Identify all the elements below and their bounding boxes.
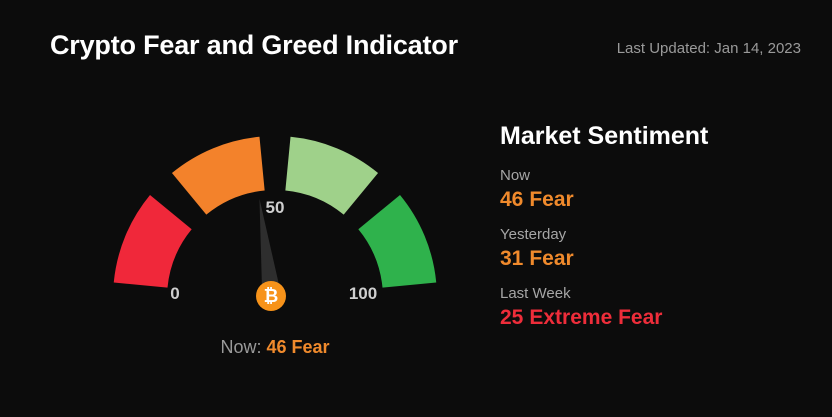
gauge-segment-fear	[171, 136, 265, 215]
market-sentiment-panel: Market Sentiment Now 46 Fear Yesterday 31…	[500, 122, 810, 344]
fear-greed-gauge: 0 50 100 ₿	[100, 130, 450, 330]
sentiment-classification: Fear	[529, 247, 574, 270]
bitcoin-icon: ₿	[256, 281, 286, 311]
bitcoin-symbol: ₿	[264, 286, 279, 307]
sentiment-score: 31	[500, 247, 524, 270]
gauge-max-label: 100	[349, 284, 377, 303]
sentiment-classification: Extreme Fear	[529, 306, 663, 329]
gauge-segment-greed	[285, 136, 379, 215]
page-title: Crypto Fear and Greed Indicator	[50, 30, 458, 60]
sentiment-classification: Fear	[529, 188, 574, 211]
sentiment-row-label: Yesterday	[500, 226, 567, 243]
market-sentiment-heading: Market Sentiment	[500, 122, 709, 150]
gauge-mid-label: 50	[266, 198, 285, 217]
sentiment-row-label: Now	[500, 167, 531, 184]
last-updated-text: Last Updated: Jan 14, 2023	[616, 40, 801, 57]
sentiment-score: 25	[500, 306, 524, 329]
now-value: 46 Fear	[266, 337, 330, 357]
sentiment-row-label: Last Week	[500, 285, 571, 302]
gauge-segment-extreme-greed	[358, 194, 437, 288]
gauge-svg: 0 50 100 ₿	[113, 136, 437, 311]
sentiment-row-yesterday: Yesterday 31 Fear	[500, 226, 810, 271]
gauge-now-readout: Now: 46 Fear	[100, 337, 450, 358]
sentiment-score: 46	[500, 188, 524, 211]
sentiment-row-last-week: Last Week 25 Extreme Fear	[500, 285, 810, 330]
gauge-min-label: 0	[170, 284, 179, 303]
now-label: Now:	[220, 337, 262, 357]
gauge-needle	[259, 198, 280, 292]
sentiment-row-value: 25 Extreme Fear	[500, 306, 810, 330]
sentiment-row-value: 46 Fear	[500, 188, 810, 212]
gauge-segment-extreme-fear	[113, 194, 192, 288]
sentiment-row-now: Now 46 Fear	[500, 167, 810, 212]
sentiment-row-value: 31 Fear	[500, 247, 810, 271]
